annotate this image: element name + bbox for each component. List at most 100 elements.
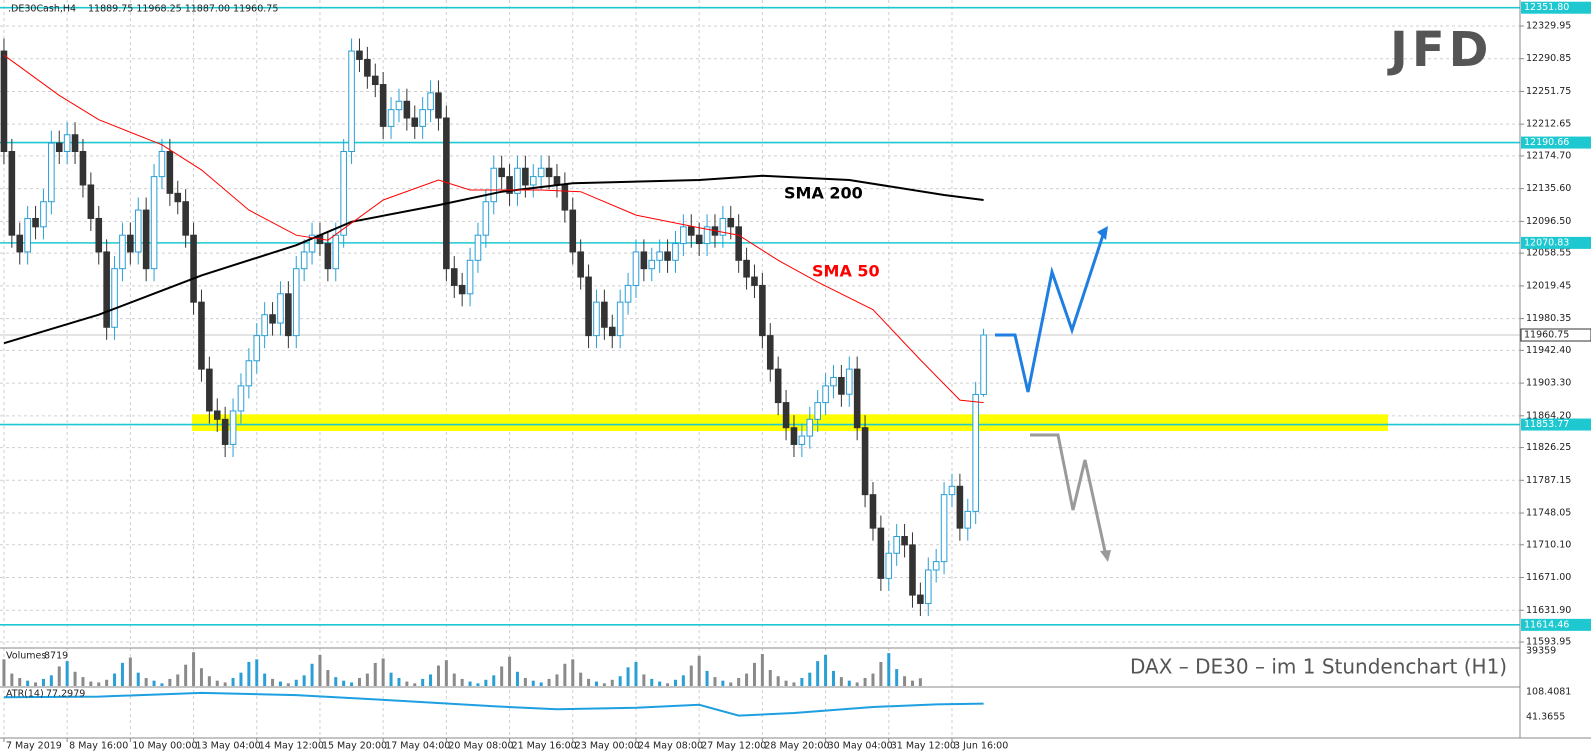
volume-bar (152, 680, 156, 686)
volume-bar (310, 663, 314, 686)
volume-bar (650, 678, 654, 686)
volume-bar (49, 675, 53, 686)
y-tick-label: 11942.40 (1526, 345, 1571, 356)
volume-bar (681, 675, 685, 686)
candle-body (292, 268, 300, 337)
volume-bar (357, 678, 361, 686)
candle-body (735, 226, 742, 261)
candle-body (277, 293, 284, 324)
candle-body (71, 134, 79, 152)
volume-bar (784, 680, 788, 686)
candle-body (853, 368, 861, 429)
volume-bar (136, 672, 140, 686)
volume-bar (855, 682, 859, 686)
level-label-box (1521, 618, 1591, 631)
volume-bar (89, 681, 93, 686)
volume-bar (113, 673, 117, 686)
candle-body (964, 510, 972, 529)
candle-body (909, 544, 916, 596)
moving-average (3, 174, 984, 345)
candle-body (790, 427, 798, 445)
volume-bar (618, 676, 622, 686)
candle-body (830, 376, 837, 387)
symbol: .DE30Cash,H4 (8, 4, 76, 15)
candle-body (917, 594, 924, 604)
volume-bar (97, 682, 101, 686)
candle-body (48, 142, 55, 203)
volume-bar (184, 664, 188, 686)
candle-body (221, 418, 229, 445)
volume-bar (342, 680, 346, 686)
candle-body (956, 485, 964, 529)
volume-bar (318, 654, 322, 686)
level-label-box (1521, 236, 1591, 249)
candle-body (332, 234, 340, 270)
candle-body (656, 251, 663, 261)
candle-body (40, 201, 47, 228)
candle-body (87, 184, 95, 219)
atr-tick-label: 41.3655 (1526, 711, 1565, 722)
volume-bar (484, 679, 488, 686)
volume-bar (452, 673, 456, 686)
candle-body (529, 176, 537, 186)
candle-body (482, 201, 490, 236)
x-tick-label: 17 May 04:00 (385, 741, 450, 752)
candle-body (869, 494, 877, 529)
volume-bar (160, 683, 164, 686)
candle-body (782, 402, 790, 429)
volume-bar (626, 667, 630, 686)
candle-body (300, 251, 308, 270)
volume-bar (255, 659, 259, 686)
candle-body (806, 418, 814, 437)
candle-body (111, 268, 118, 328)
volume-bar (231, 678, 235, 686)
volume-bar (421, 678, 425, 686)
candle-body (32, 217, 39, 228)
level-label: 11853.77 (1524, 419, 1569, 430)
candle-body (245, 360, 253, 387)
candle-body (838, 376, 845, 395)
volume-bar (326, 670, 330, 686)
candle-body (948, 485, 956, 496)
volume-bar (729, 682, 733, 686)
volume-bar (847, 680, 851, 686)
volume-bar (539, 682, 543, 686)
volume-bar (705, 670, 709, 686)
candle-body (893, 536, 900, 554)
atr-name: ATR(14) (6, 689, 44, 700)
candle-body (395, 100, 403, 111)
volume-bar (286, 683, 290, 686)
candle-body (458, 284, 466, 295)
candle-body (537, 167, 545, 178)
candle-body (55, 142, 63, 152)
candle-body (885, 552, 893, 579)
volume-bar (476, 683, 480, 686)
volume-bar (105, 679, 109, 686)
volume-bar (737, 678, 741, 686)
candle-body (877, 527, 885, 579)
candle-body (387, 109, 395, 127)
volume-bar (895, 669, 899, 686)
volume-bar (192, 652, 196, 686)
projection-down (1030, 433, 1108, 557)
volume-bar (594, 681, 598, 686)
ohlc: 11889.75 11968.25 11887.00 11960.75 (88, 4, 278, 15)
volume-bar (587, 678, 591, 686)
volume-bar (768, 670, 772, 686)
candle-body (403, 100, 411, 119)
x-tick-label: 28 May 20:00 (764, 741, 829, 752)
y-tick-label: 12135.60 (1526, 183, 1571, 194)
level-label: 12190.66 (1524, 137, 1569, 148)
candle-body (237, 385, 245, 412)
volume-bar (689, 665, 693, 686)
volume-bar (666, 683, 670, 686)
volume-bar (610, 679, 614, 686)
volume-bar (444, 660, 448, 686)
candle-body (0, 50, 8, 152)
candle-body (285, 293, 292, 337)
volume-bar (563, 663, 567, 686)
candle-body (466, 259, 474, 295)
volume-bar (10, 673, 14, 686)
volume-bar (436, 665, 440, 686)
candle-body (474, 234, 482, 261)
